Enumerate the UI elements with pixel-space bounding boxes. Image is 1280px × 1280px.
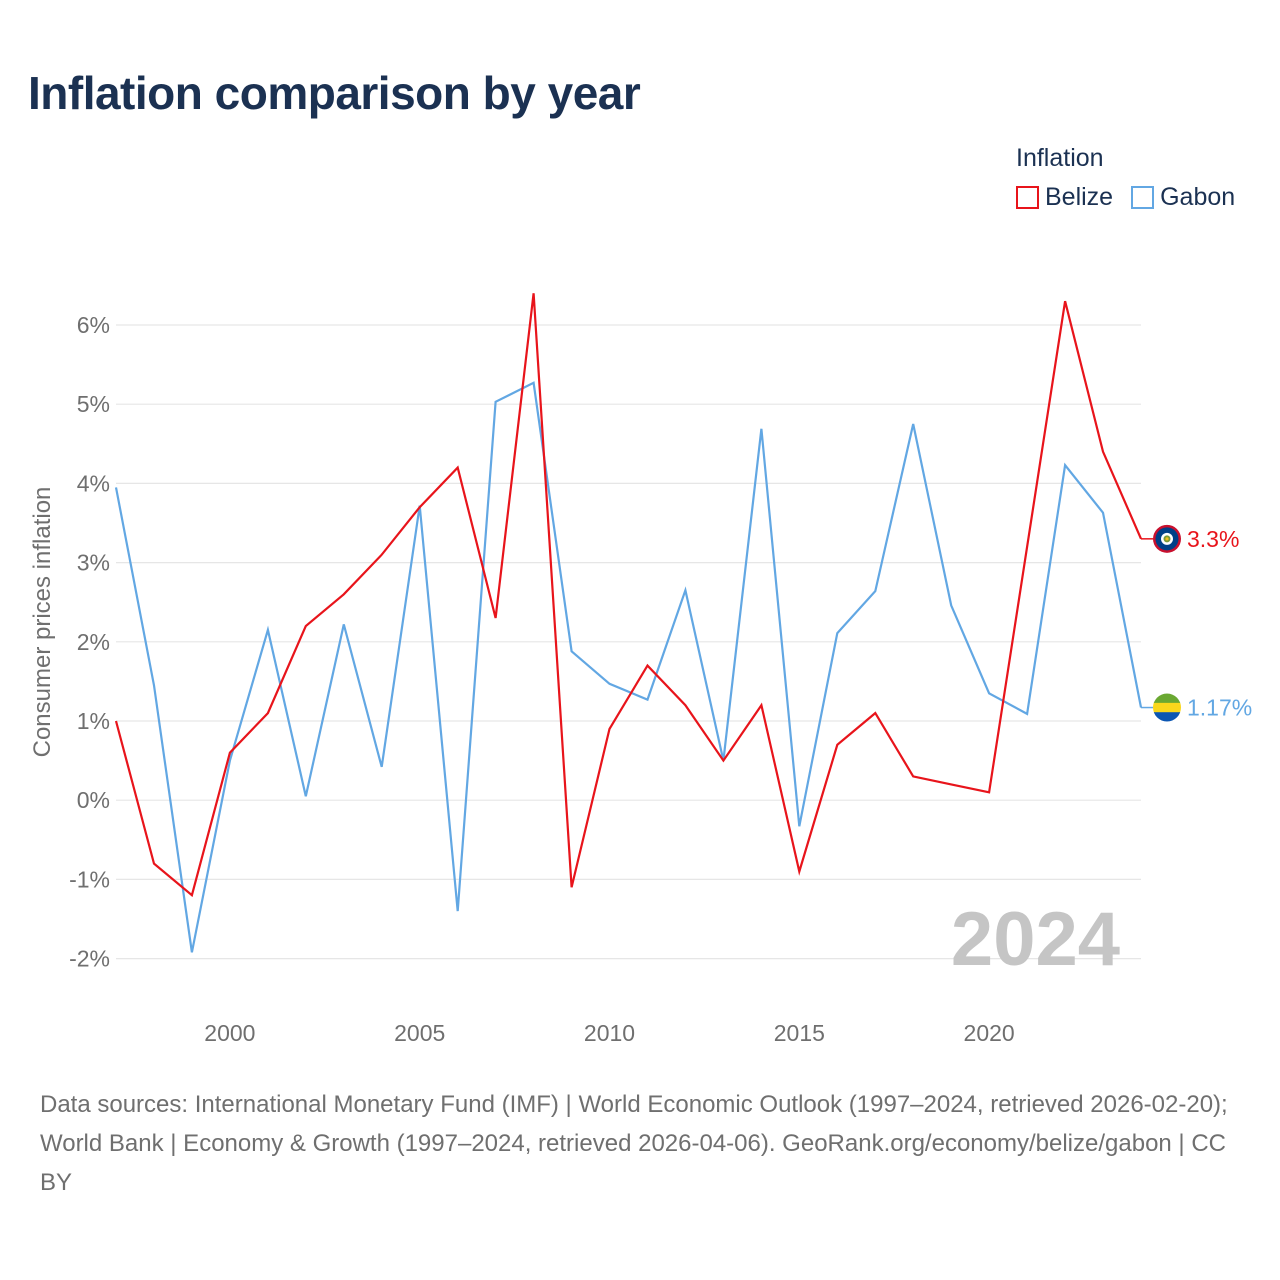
end-value-label: 3.3%: [1187, 526, 1239, 552]
legend-swatch-gabon: [1131, 186, 1155, 209]
y-tick-label: 2%: [77, 629, 110, 655]
source-footnote: Data sources: International Monetary Fun…: [40, 1091, 1228, 1196]
line-chart: -2% -1% 0% 1% 2% 3% 4% 5% 6% 2000 2005 2010 2015 202…: [29, 293, 1252, 1046]
x-tick-label: 2010: [584, 1020, 635, 1046]
series-line-gabon: [114, 381, 1143, 953]
y-tick-label: 6%: [77, 312, 110, 338]
end-marker-belize: 3.3%: [1141, 524, 1239, 553]
year-watermark: 2024: [951, 897, 1120, 982]
x-tick-label: 2000: [204, 1020, 255, 1046]
series-line-belize: [114, 293, 1143, 898]
legend-swatch-belize: [1016, 186, 1039, 209]
grid-lines: [116, 324, 1141, 960]
page-title: Inflation comparison by year: [28, 67, 641, 119]
x-tick-label: 2020: [964, 1020, 1015, 1046]
y-tick-label: 3%: [77, 550, 110, 576]
y-tick-label: 4%: [77, 470, 110, 496]
y-tick-label: -2%: [69, 946, 110, 972]
legend-item-belize[interactable]: Belize: [1016, 183, 1113, 212]
series-end-labels: 3.3% 1.17%: [1141, 524, 1252, 722]
x-tick-label: 2015: [774, 1020, 825, 1046]
y-axis-label: Consumer prices inflation: [29, 487, 56, 758]
y-tick-label: 5%: [77, 391, 110, 417]
x-tick-label: 2005: [394, 1020, 445, 1046]
y-tick-label: 0%: [77, 787, 110, 813]
y-tick-label: -1%: [69, 866, 110, 892]
belize-flag-icon: [1153, 524, 1181, 553]
y-axis-ticks: -2% -1% 0% 1% 2% 3% 4% 5% 6%: [69, 312, 110, 972]
y-tick-label: 1%: [77, 708, 110, 734]
series-lines: [114, 293, 1143, 953]
legend: Inflation Belize Gabon: [1016, 144, 1235, 212]
legend-title: Inflation: [1016, 144, 1104, 172]
end-value-label: 1.17%: [1187, 695, 1252, 721]
x-axis-ticks: 2000 2005 2010 2015 2020: [204, 1020, 1014, 1046]
gabon-flag-icon: [1153, 693, 1181, 722]
end-marker-gabon: 1.17%: [1141, 693, 1252, 722]
legend-label-gabon: Gabon: [1160, 183, 1236, 211]
legend-item-gabon[interactable]: Gabon: [1131, 183, 1235, 212]
legend-label-belize: Belize: [1045, 183, 1114, 211]
